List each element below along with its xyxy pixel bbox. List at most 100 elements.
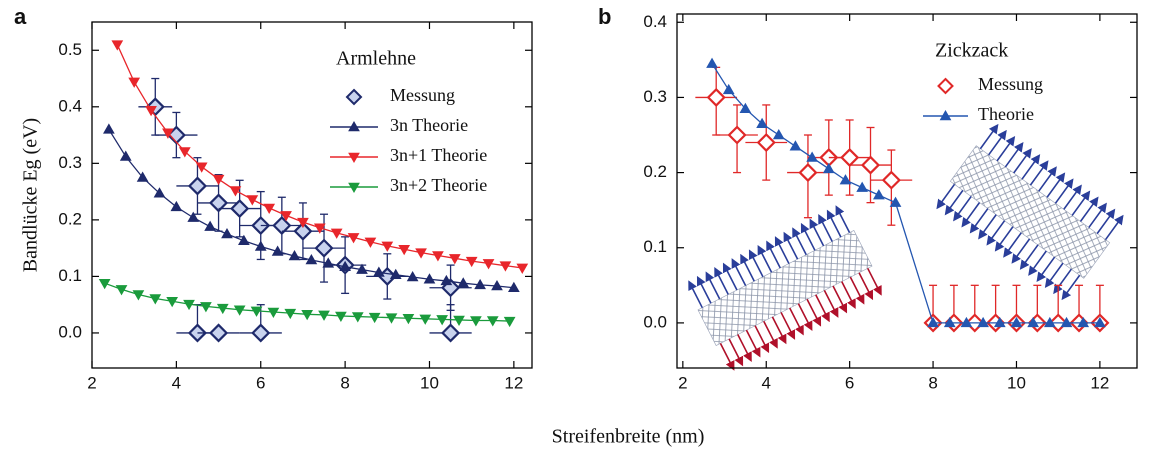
spin-arrow xyxy=(994,226,1014,252)
plot-frame xyxy=(91,21,533,369)
x-axis-label: Streifenbreite (nm) xyxy=(552,426,705,448)
spin-arrow xyxy=(745,329,761,358)
spin-arrow xyxy=(783,231,799,260)
data-point xyxy=(507,281,520,292)
data-point xyxy=(368,312,381,324)
data-point xyxy=(482,259,495,270)
spin-arrow xyxy=(953,195,972,222)
spin-arrow xyxy=(731,258,747,286)
data-point xyxy=(822,162,835,174)
spin-arrow xyxy=(800,222,816,251)
legend-label: 3n+2 Theorie xyxy=(390,175,487,195)
spin-arrow xyxy=(944,189,964,216)
spin-arrow xyxy=(740,253,755,282)
data-point xyxy=(322,257,335,268)
data-point xyxy=(271,245,284,256)
data-point xyxy=(727,125,747,145)
data-point xyxy=(293,221,313,241)
data-point xyxy=(960,316,973,328)
y-tick-label: 0.4 xyxy=(643,12,667,31)
ribbon-lattice xyxy=(697,230,873,346)
spin-arrow xyxy=(763,320,778,349)
x-tick-label: 8 xyxy=(340,373,349,392)
data-point xyxy=(195,162,208,173)
x-tick-label: 6 xyxy=(845,373,854,392)
data-point xyxy=(111,40,124,51)
data-point xyxy=(305,254,318,265)
spin-arrow xyxy=(797,303,813,332)
data-point xyxy=(149,294,162,305)
data-point xyxy=(288,250,301,261)
y-tick-label: 0.5 xyxy=(58,40,82,59)
data-point xyxy=(162,128,174,139)
legend-label: Messung xyxy=(978,74,1043,94)
data-point xyxy=(272,215,292,236)
data-point xyxy=(280,211,292,222)
legend-marker xyxy=(348,182,360,194)
spin-arrow xyxy=(1096,208,1116,235)
x-tick-label: 2 xyxy=(678,373,687,392)
data-point xyxy=(301,310,314,321)
data-point xyxy=(1010,316,1023,328)
legend-marker xyxy=(345,88,363,106)
spin-arrow xyxy=(1036,256,1056,282)
data-point xyxy=(722,83,735,95)
data-point xyxy=(339,260,351,272)
data-point xyxy=(335,311,347,322)
legend-marker xyxy=(937,77,954,95)
data-point xyxy=(200,302,212,313)
data-point xyxy=(284,308,297,320)
data-point xyxy=(389,268,402,279)
panel: b 2 4 6 8 10 12 0.0 0.1 0.2 0.3 0.4 Zickzack Messung T… xyxy=(598,4,1138,392)
data-point xyxy=(419,314,432,325)
data-point xyxy=(993,316,1006,328)
data-point xyxy=(977,316,989,328)
spin-arrow xyxy=(969,208,989,234)
spin-arrow xyxy=(1011,238,1031,264)
spin-arrow xyxy=(936,183,956,210)
spin-arrow xyxy=(1019,244,1039,270)
spin-arrow xyxy=(766,240,781,269)
data-point xyxy=(229,186,242,197)
data-point xyxy=(373,266,385,277)
data-point xyxy=(330,228,343,239)
spin-arrow xyxy=(1021,154,1041,180)
x-tick-label: 8 xyxy=(928,373,937,392)
spin-arrow xyxy=(806,298,822,327)
x-tick-label: 10 xyxy=(420,373,439,392)
data-point xyxy=(423,273,436,284)
data-point xyxy=(183,299,195,311)
spin-arrow xyxy=(1104,214,1124,241)
spin-arrow xyxy=(705,271,721,300)
spin-arrow xyxy=(996,135,1016,162)
spin-arrow xyxy=(728,338,744,367)
data-point xyxy=(491,280,503,291)
data-point xyxy=(499,261,512,272)
legend-title: Zickzack xyxy=(935,40,1008,62)
data-point xyxy=(448,254,461,265)
y-tick-label: 0.4 xyxy=(58,96,82,115)
data-point xyxy=(789,140,802,151)
data-point xyxy=(233,305,246,316)
data-point xyxy=(103,123,115,134)
data-point xyxy=(98,278,111,290)
data-point xyxy=(209,323,229,343)
spin-arrow xyxy=(1029,160,1049,186)
ribbon-lattice xyxy=(949,145,1111,279)
data-point xyxy=(209,193,229,213)
spin-arrow xyxy=(826,209,842,238)
data-point xyxy=(402,313,415,325)
spin-arrow xyxy=(841,281,856,309)
data-point xyxy=(432,251,444,262)
spin-arrow xyxy=(714,267,729,295)
data-point xyxy=(267,307,280,319)
data-point xyxy=(212,174,225,186)
legend-marker xyxy=(348,152,360,164)
spin-arrow xyxy=(737,334,752,362)
legend-title: Armlehne xyxy=(336,48,416,70)
y-tick-label: 0.1 xyxy=(58,266,82,285)
legend-marker xyxy=(348,120,360,132)
spin-arrow xyxy=(780,312,796,340)
ribbon xyxy=(688,205,882,371)
data-point xyxy=(1077,316,1090,328)
